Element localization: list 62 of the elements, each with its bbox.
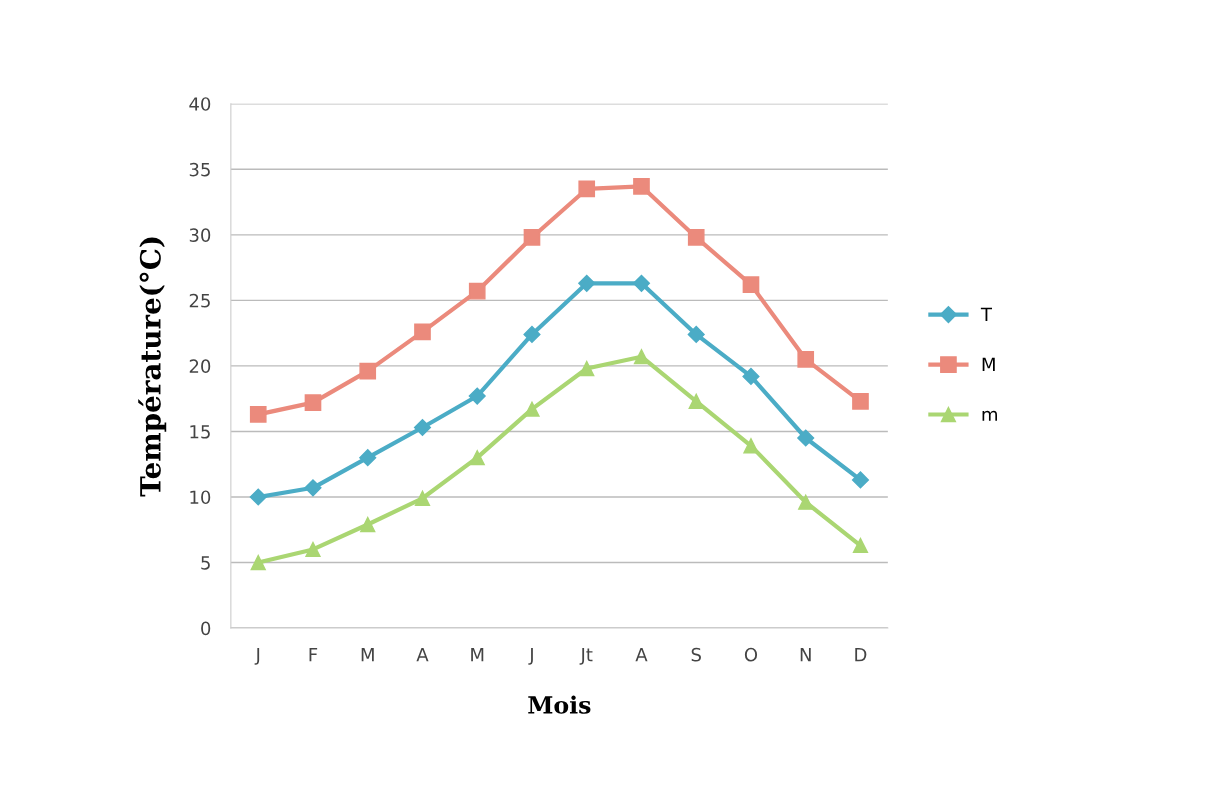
legend-label: m bbox=[982, 410, 997, 421]
point bbox=[578, 180, 596, 198]
y-tick-label: 40 bbox=[189, 97, 211, 111]
point bbox=[742, 276, 760, 293]
y-tick-label: 35 bbox=[189, 162, 210, 177]
point bbox=[249, 406, 267, 423]
y-tick-label: 5 bbox=[201, 556, 210, 570]
point bbox=[413, 418, 432, 437]
point bbox=[304, 394, 322, 411]
point bbox=[414, 490, 431, 506]
point bbox=[359, 449, 377, 467]
point bbox=[852, 537, 869, 554]
y-tick-label: 20 bbox=[189, 359, 211, 374]
y-tick-label: 0 bbox=[201, 621, 211, 636]
point bbox=[523, 325, 541, 343]
y-tick-label: 25 bbox=[189, 293, 210, 308]
y-tick-label: 30 bbox=[189, 228, 211, 242]
point bbox=[360, 516, 376, 533]
point bbox=[250, 554, 266, 571]
x-tick-label: N bbox=[800, 648, 811, 662]
x-tick-label: O bbox=[744, 647, 758, 662]
point bbox=[798, 494, 814, 510]
point bbox=[305, 541, 321, 558]
x-tick-label: D bbox=[855, 648, 867, 662]
point bbox=[687, 325, 705, 343]
legend-label: T bbox=[980, 307, 993, 321]
x-tick-label: J bbox=[528, 648, 533, 665]
x-tick-label: F bbox=[309, 648, 318, 662]
point bbox=[633, 177, 650, 195]
x-tick-label: M bbox=[471, 648, 484, 662]
point bbox=[852, 392, 869, 410]
x-tick-label: A bbox=[635, 648, 648, 662]
point bbox=[469, 450, 485, 466]
x-axis-title: Mois bbox=[528, 695, 591, 714]
point bbox=[414, 323, 431, 341]
y-tick-label: 10 bbox=[190, 490, 211, 505]
point bbox=[523, 229, 541, 246]
point bbox=[687, 229, 705, 246]
point bbox=[468, 387, 486, 405]
point bbox=[688, 393, 704, 409]
point bbox=[797, 429, 815, 447]
x-tick-label: Jt bbox=[579, 648, 593, 665]
point bbox=[632, 274, 651, 292]
y-tick-label: 15 bbox=[190, 425, 210, 439]
point bbox=[304, 479, 322, 497]
point bbox=[578, 274, 596, 292]
point bbox=[524, 401, 540, 417]
y-axis-title: Température(°C) bbox=[138, 237, 167, 497]
point bbox=[468, 282, 486, 300]
x-tick-label: A bbox=[416, 648, 429, 662]
point bbox=[743, 438, 759, 454]
point bbox=[579, 360, 595, 377]
point bbox=[249, 488, 267, 506]
legend-label: M bbox=[982, 357, 995, 371]
point bbox=[633, 349, 650, 365]
point bbox=[797, 351, 815, 368]
x-tick-label: S bbox=[691, 647, 701, 662]
point bbox=[851, 471, 870, 489]
point bbox=[742, 367, 760, 385]
x-tick-label: M bbox=[361, 648, 374, 662]
x-tick-label: J bbox=[254, 648, 260, 665]
point bbox=[359, 362, 377, 380]
